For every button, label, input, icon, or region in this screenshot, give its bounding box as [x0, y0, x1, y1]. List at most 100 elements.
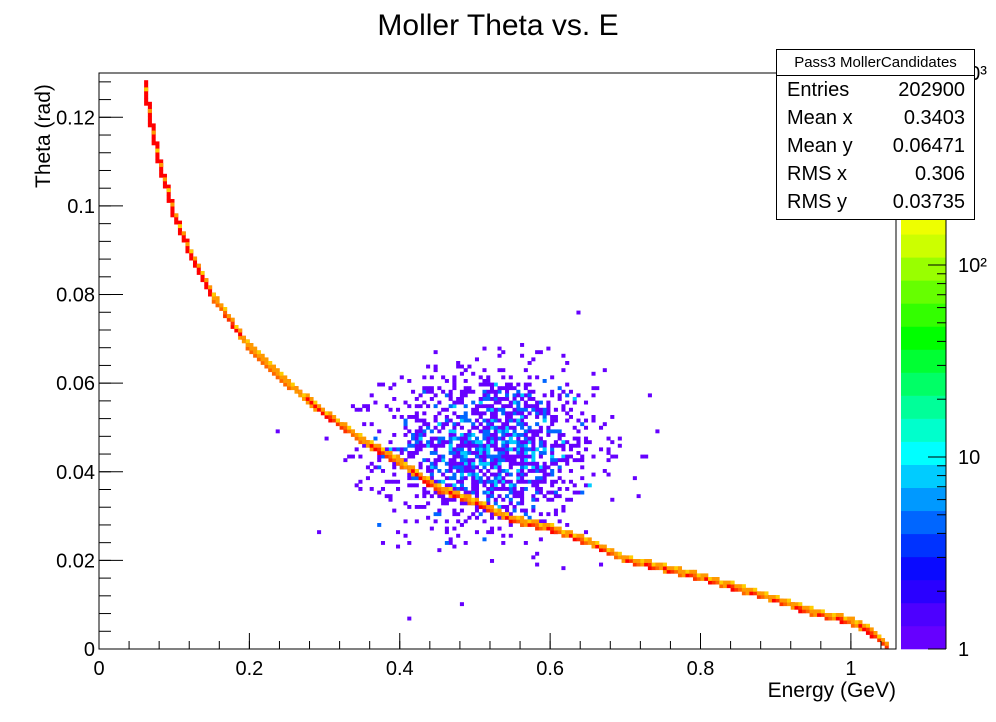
stats-box-title: Pass3 MollerCandidates	[777, 50, 974, 76]
heatmap-cell	[512, 429, 517, 434]
heatmap-cell	[493, 487, 498, 491]
heatmap-cell	[452, 429, 457, 434]
heatmap-cell	[463, 501, 468, 506]
heatmap-cell	[753, 587, 758, 592]
heatmap-cell	[512, 494, 517, 499]
heatmap-cell	[395, 407, 401, 412]
heatmap-cell	[377, 523, 382, 527]
heatmap-cell	[463, 404, 468, 409]
heatmap-cell	[505, 418, 510, 423]
heatmap-cell	[704, 573, 709, 578]
heatmap-cell	[505, 447, 510, 452]
heatmap-cell	[426, 501, 431, 506]
heatmap-cell	[546, 407, 551, 412]
heatmap-cell	[399, 451, 404, 455]
heatmap-cell	[817, 609, 822, 614]
heatmap-cell	[583, 418, 589, 423]
heatmap-cell	[463, 389, 468, 394]
heatmap-cell	[493, 389, 498, 394]
heatmap-cell	[392, 472, 397, 477]
heatmap-cell	[497, 389, 502, 394]
heatmap-cell	[508, 461, 513, 466]
heatmap-cell	[565, 393, 570, 398]
heatmap-cell	[482, 454, 487, 459]
heatmap-cell	[520, 465, 525, 470]
heatmap-cell	[471, 497, 476, 502]
heatmap-cell	[741, 587, 746, 592]
heatmap-cell	[474, 505, 480, 509]
heatmap-cell	[538, 537, 543, 542]
heatmap-cell	[647, 559, 652, 563]
heatmap-cell	[437, 548, 442, 553]
heatmap-cell	[144, 98, 149, 103]
heatmap-cell	[459, 461, 464, 466]
heatmap-cell	[557, 393, 562, 398]
heatmap-cell	[309, 404, 314, 409]
heatmap-cell	[565, 454, 570, 459]
heatmap-cell	[365, 465, 370, 470]
heatmap-cell	[576, 393, 581, 398]
heatmap-cell	[407, 465, 412, 470]
heatmap-cell	[335, 418, 340, 423]
heatmap-cell	[568, 454, 573, 459]
heatmap-cell	[538, 476, 543, 481]
heatmap-cell	[422, 389, 427, 394]
heatmap-cell	[482, 418, 487, 423]
heatmap-cell	[565, 411, 570, 416]
heatmap-cell	[523, 541, 528, 545]
heatmap-cell	[486, 494, 491, 499]
heatmap-cell	[486, 379, 491, 383]
heatmap-cell	[474, 487, 480, 491]
heatmap-cell	[230, 321, 235, 326]
heatmap-cell	[839, 616, 844, 621]
heatmap-cell	[489, 494, 495, 499]
heatmap-cell	[422, 386, 427, 391]
heatmap-cell	[550, 454, 555, 459]
heatmap-cell	[452, 400, 457, 405]
x-tick-label: 1	[845, 658, 856, 680]
heatmap-cell	[493, 397, 498, 401]
heatmap-cell	[448, 404, 453, 409]
heatmap-cell	[226, 317, 231, 322]
heatmap-cell	[426, 465, 431, 470]
heatmap-cell	[606, 472, 611, 477]
heatmap-cell	[403, 533, 408, 538]
heatmap-cell	[377, 382, 382, 387]
heatmap-cell	[610, 440, 615, 445]
heatmap-cell	[523, 393, 528, 398]
heatmap-cell	[535, 429, 540, 434]
heatmap-cell	[486, 440, 491, 445]
heatmap-cell	[395, 461, 401, 466]
heatmap-cell	[531, 436, 536, 441]
heatmap-cell	[448, 447, 453, 452]
heatmap-cell	[155, 148, 160, 153]
heatmap-cell	[444, 519, 449, 524]
heatmap-cell	[501, 483, 506, 488]
heatmap-cell	[189, 253, 194, 257]
heatmap-cell	[437, 494, 442, 499]
heatmap-cell	[463, 494, 468, 499]
heatmap-cell	[489, 397, 495, 401]
heatmap-cell	[411, 465, 416, 470]
heatmap-cell	[471, 483, 476, 488]
heatmap-cell	[219, 303, 224, 308]
heatmap-cell	[523, 422, 528, 427]
heatmap-cell	[561, 353, 566, 358]
heatmap-cell	[395, 530, 401, 535]
heatmap-cell	[505, 512, 510, 517]
heatmap-cell	[395, 458, 401, 463]
heatmap-cell	[520, 515, 525, 520]
heatmap-cell	[520, 469, 525, 473]
heatmap-cell	[437, 440, 442, 445]
heatmap-cell	[392, 433, 397, 437]
heatmap-cell	[730, 580, 735, 585]
heatmap-cell	[828, 613, 833, 617]
heatmap-cell	[550, 418, 555, 423]
heatmap-cell	[497, 436, 502, 441]
heatmap-cell	[478, 440, 483, 445]
heatmap-cell	[441, 501, 446, 506]
y-tick-label: 0.02	[56, 550, 95, 572]
heatmap-cell	[508, 465, 513, 470]
heatmap-cell	[520, 519, 525, 524]
heatmap-cell	[448, 483, 453, 488]
